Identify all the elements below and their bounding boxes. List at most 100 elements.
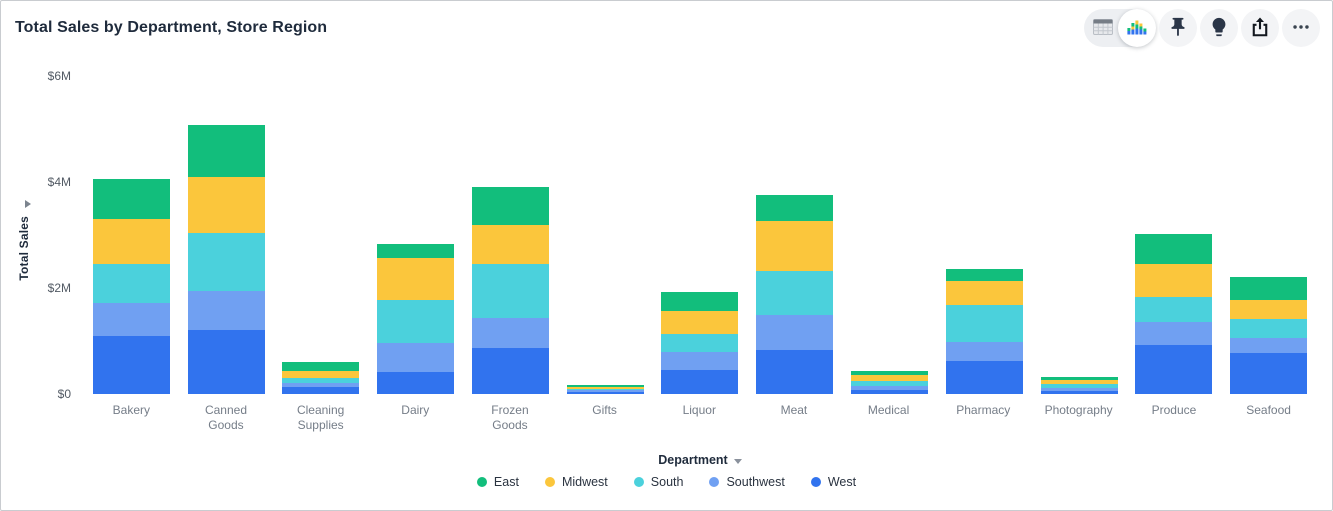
bar-segment[interactable]	[282, 382, 360, 388]
stacked-bar-liquor	[661, 292, 739, 394]
bar-segment[interactable]	[471, 264, 549, 319]
bar-segment[interactable]	[566, 386, 644, 389]
bar-segment[interactable]	[945, 342, 1023, 362]
bar-segment[interactable]	[92, 179, 170, 220]
bar-segment[interactable]	[377, 258, 455, 300]
pin-button[interactable]	[1159, 9, 1197, 47]
bar-segment[interactable]	[756, 194, 834, 222]
bar-segment[interactable]	[1040, 376, 1118, 380]
bar-segment[interactable]	[187, 233, 265, 291]
bar-segment[interactable]	[92, 302, 170, 336]
bar-column	[463, 76, 558, 394]
bar-segment[interactable]	[187, 125, 265, 177]
legend-item-midwest[interactable]: Midwest	[544, 475, 608, 489]
bar-segment[interactable]	[471, 225, 549, 265]
bar-segment[interactable]	[377, 299, 455, 343]
bar-segment[interactable]	[661, 311, 739, 334]
bar-segment[interactable]	[1135, 321, 1213, 346]
x-axis-field-selector[interactable]: Department	[658, 453, 742, 467]
bar-segment[interactable]	[1230, 352, 1308, 394]
bar-column	[747, 76, 842, 394]
share-icon	[1249, 16, 1271, 41]
bar-segment[interactable]	[756, 221, 834, 272]
bar-segment[interactable]	[471, 347, 549, 394]
bar-segment[interactable]	[1230, 319, 1308, 338]
bar-segment[interactable]	[945, 361, 1023, 394]
bar-segment[interactable]	[661, 292, 739, 312]
bar-segment[interactable]	[377, 243, 455, 259]
chart-view-icon	[1127, 18, 1147, 38]
bar-segment[interactable]	[756, 350, 834, 394]
bar-segment[interactable]	[566, 391, 644, 394]
bar-segment[interactable]	[945, 269, 1023, 281]
explore-from-here-button[interactable]	[1200, 9, 1238, 47]
bar-segment[interactable]	[1230, 337, 1308, 353]
bar-segment[interactable]	[1040, 388, 1118, 392]
x-tick-label: Pharmacy	[956, 403, 1011, 417]
bar-segment[interactable]	[566, 388, 644, 391]
legend-item-south[interactable]: South	[633, 475, 683, 489]
bar-column	[368, 76, 463, 394]
bar-segment[interactable]	[377, 342, 455, 373]
bar-segment[interactable]	[851, 374, 928, 381]
bar-segment[interactable]	[1135, 345, 1213, 394]
bar-segment[interactable]	[1230, 276, 1308, 301]
bar-segment[interactable]	[1230, 300, 1308, 320]
stacked-bar-dairy	[377, 243, 455, 394]
more-options-button[interactable]	[1282, 9, 1320, 47]
bar-segment[interactable]	[282, 362, 360, 372]
x-tick-label: Canned Goods	[204, 403, 247, 432]
bar-segment[interactable]	[851, 389, 928, 394]
chart-view-button[interactable]	[1118, 9, 1156, 47]
bar-segment[interactable]	[1040, 379, 1118, 384]
bar-segment[interactable]	[92, 335, 170, 394]
bar-segment[interactable]	[282, 371, 360, 378]
bar-segment[interactable]	[1040, 391, 1118, 394]
y-axis-collapse-arrow-icon[interactable]	[25, 200, 31, 208]
bar-column	[842, 76, 937, 394]
view-toggle	[1084, 9, 1156, 47]
bar-segment[interactable]	[282, 377, 360, 383]
bar-segment[interactable]	[756, 271, 834, 315]
bar-segment[interactable]	[851, 370, 928, 375]
bar-segment[interactable]	[661, 369, 739, 394]
legend-item-east[interactable]: East	[476, 475, 519, 489]
bar-segment[interactable]	[187, 330, 265, 394]
bar-segment[interactable]	[566, 384, 644, 387]
bar-segment[interactable]	[92, 219, 170, 265]
y-axis-ticks: $0 $2M $4M $6M	[1, 69, 71, 401]
share-button[interactable]	[1241, 9, 1279, 47]
bar-segment[interactable]	[471, 186, 549, 226]
bar-segment[interactable]	[945, 280, 1023, 305]
bar-segment[interactable]	[187, 290, 265, 331]
table-view-button[interactable]	[1088, 9, 1118, 47]
stacked-bar-photography	[1040, 376, 1118, 394]
bar-segment[interactable]	[92, 264, 170, 303]
bar-segment[interactable]	[377, 372, 455, 394]
legend-item-southwest[interactable]: Southwest	[709, 475, 785, 489]
bar-segment[interactable]	[661, 333, 739, 353]
bar-segment[interactable]	[945, 304, 1023, 343]
bar-segment[interactable]	[1135, 297, 1213, 322]
bar-segment[interactable]	[1135, 233, 1213, 264]
bar-segment[interactable]	[756, 314, 834, 351]
legend-item-west[interactable]: West	[810, 475, 856, 489]
bar-segment[interactable]	[851, 380, 928, 386]
legend-dot-icon	[476, 477, 487, 487]
stacked-bar-canned-goods	[187, 125, 265, 394]
bar-segment[interactable]	[187, 176, 265, 234]
x-tick-label: Produce	[1151, 403, 1197, 417]
bar-segment[interactable]	[661, 352, 739, 370]
bar-segment[interactable]	[566, 390, 644, 392]
x-tick-label: Gifts	[592, 403, 617, 417]
bar-segment[interactable]	[471, 318, 549, 348]
stacked-bar-produce	[1135, 233, 1213, 394]
bar-segment[interactable]	[282, 387, 360, 394]
bar-segment[interactable]	[851, 385, 928, 390]
x-tick-label: Frozen Goods	[491, 403, 529, 432]
legend-label: Midwest	[561, 475, 608, 489]
bar-segment[interactable]	[1040, 383, 1118, 389]
bar-segment[interactable]	[1135, 263, 1213, 298]
bar-column	[1126, 76, 1221, 394]
